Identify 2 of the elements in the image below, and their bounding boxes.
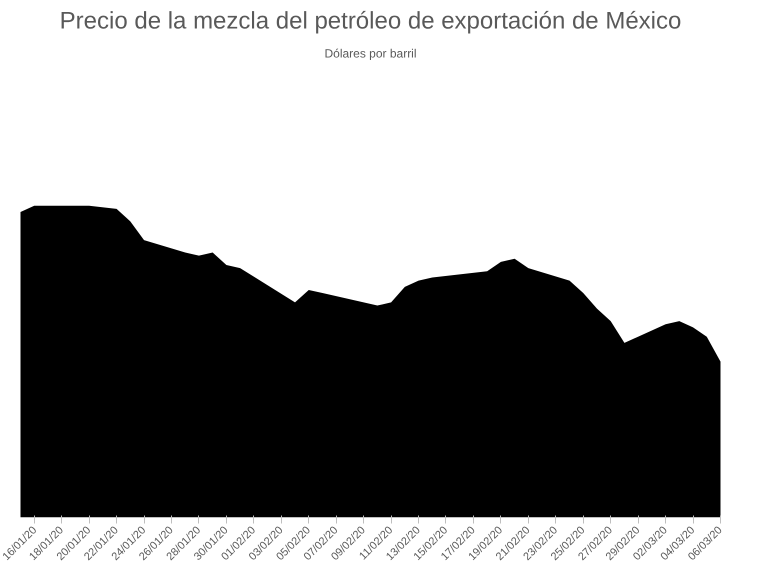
chart-subtitle: Dólares por barril — [324, 46, 417, 60]
chart-title: Precio de la mezcla del petróleo de exportación de México — [60, 8, 682, 34]
